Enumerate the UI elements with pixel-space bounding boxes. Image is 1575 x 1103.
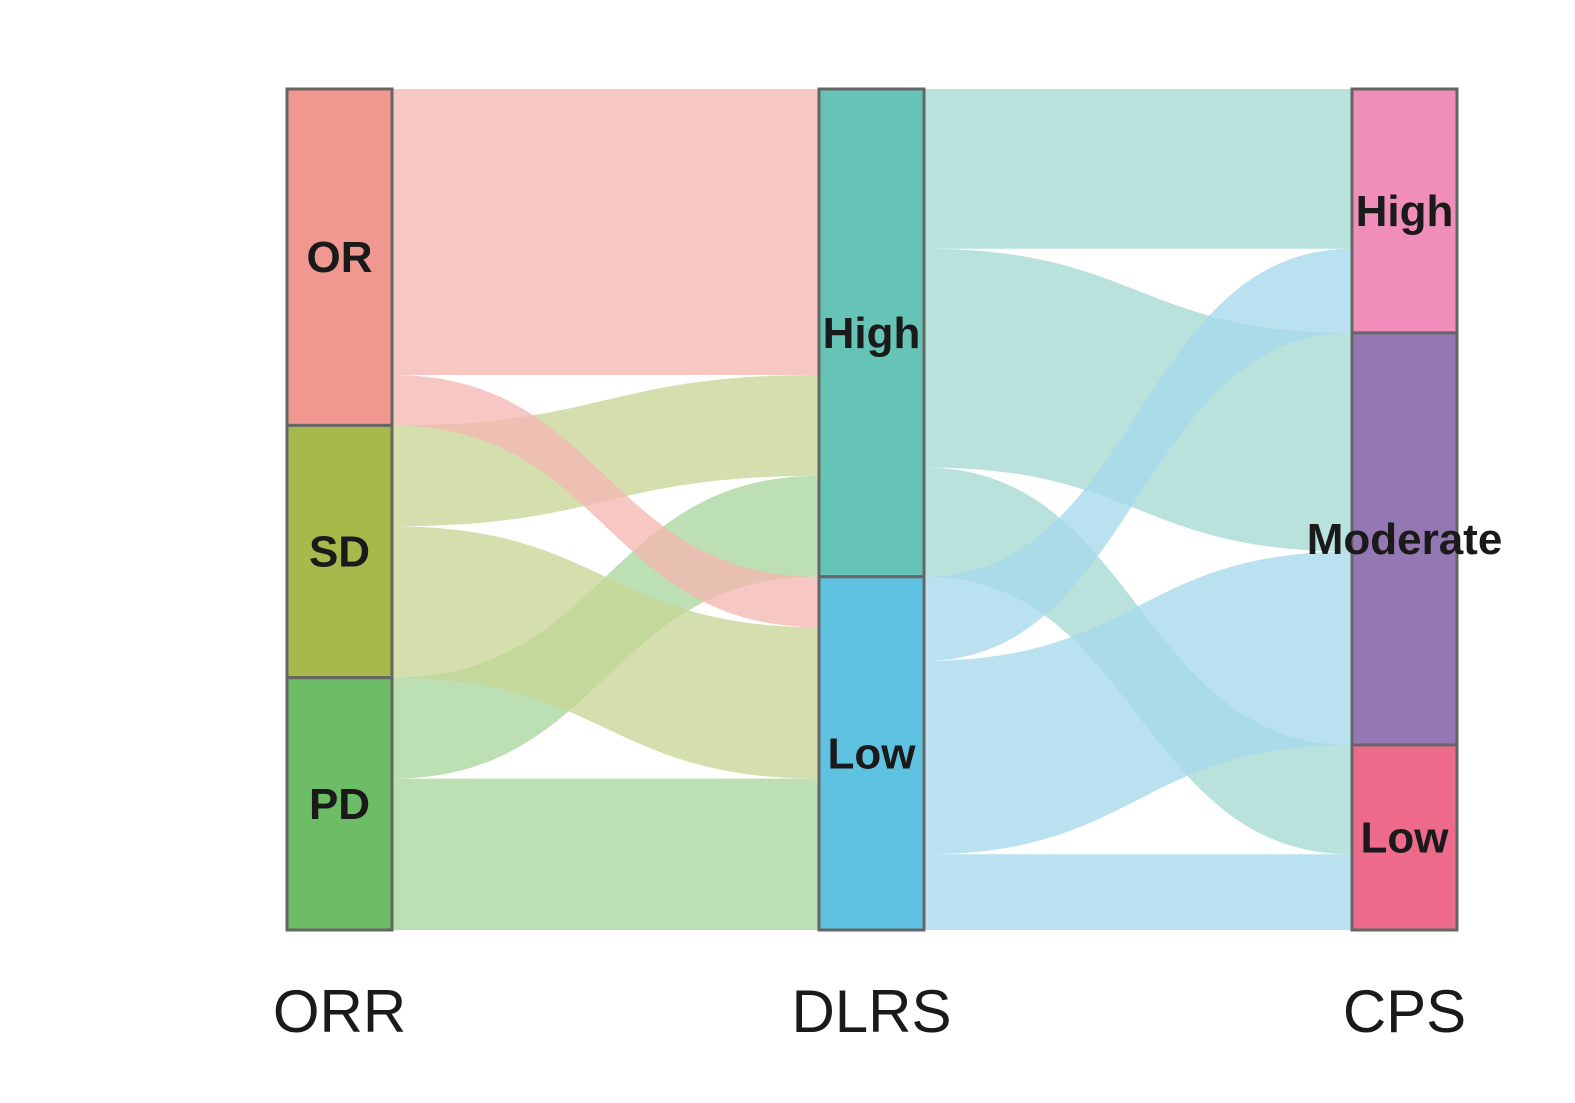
node-orr-sd [285, 423, 394, 680]
flows-layer [392, 89, 1352, 930]
node-orr-or [285, 87, 394, 427]
node-label-dlrs-low: Low [828, 729, 917, 778]
node-label-dlrs-high: High [823, 309, 921, 358]
node-label-orr-pd: PD [309, 780, 370, 829]
node-label-cps-low: Low [1361, 813, 1450, 862]
flow-dl-to-cm [924, 551, 1352, 855]
node-orr-pd [285, 676, 394, 932]
flow-or-to-dl [392, 374, 819, 628]
flow-sd-to-dl [392, 526, 819, 779]
axis-label-cps: CPS [1343, 978, 1466, 1045]
axis-label-dlrs: DLRS [791, 978, 951, 1045]
node-label-cps-moderate: Moderate [1307, 515, 1503, 564]
flow-sd-to-dh [392, 374, 819, 527]
node-label-cps-high: High [1356, 187, 1454, 236]
axis-labels-layer: ORR DLRS CPS [273, 978, 1466, 1045]
node-cps-moderate [1350, 331, 1459, 747]
node-dlrs-high [817, 87, 926, 579]
flow-dl-to-ch [924, 248, 1352, 661]
nodes-layer [285, 87, 1459, 932]
node-dlrs-low [817, 575, 926, 932]
labels-layer: OR SD PD High Low High Moderate Low [307, 187, 1503, 863]
node-cps-low [1350, 743, 1459, 932]
node-label-orr-sd: SD [309, 528, 370, 577]
axis-label-orr: ORR [273, 978, 406, 1045]
node-label-orr-or: OR [307, 233, 373, 282]
flow-pd-to-dl [392, 778, 819, 930]
flow-dh-to-ch [924, 89, 1352, 249]
flow-or-to-dh [392, 89, 819, 375]
flow-dl-to-cl [924, 854, 1352, 930]
node-cps-high [1350, 87, 1459, 335]
